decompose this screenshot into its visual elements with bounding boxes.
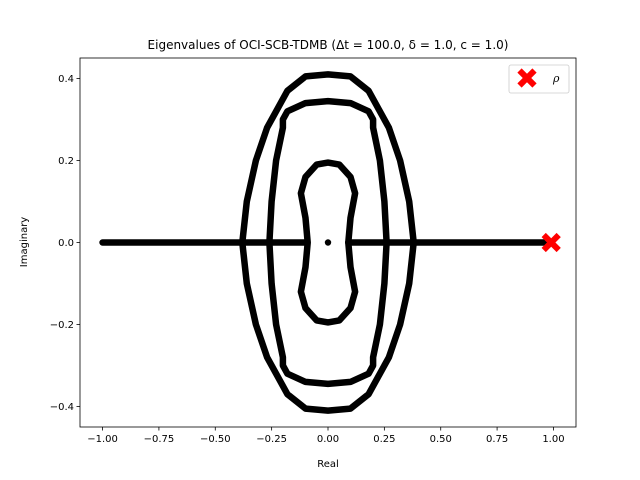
rho-marker — [541, 232, 561, 253]
rho-marker-stroke-b — [541, 232, 561, 253]
x-axis: −1.00 −0.75 −0.50 −0.25 0.00 0.25 0.50 0.75 1.00 — [87, 427, 565, 445]
y-axis: −0.4 −0.2 0.0 0.2 0.4 — [50, 74, 80, 413]
x-tick-label: 1.00 — [542, 434, 564, 445]
y-axis-label: Imaginary — [19, 217, 30, 268]
chart-title: Eigenvalues of OCI-SCB-TDMB (Δt = 100.0,… — [148, 38, 509, 52]
x-tick-label: −0.75 — [144, 434, 175, 445]
legend-rho-x — [517, 68, 537, 88]
data-layer — [99, 71, 561, 414]
x-tick-label: −0.50 — [200, 434, 231, 445]
eigenvalue-middle-curve — [266, 97, 390, 388]
x-tick-label: −1.00 — [87, 434, 118, 445]
x-tick-label: 0.50 — [430, 434, 452, 445]
eigenvalue-point — [324, 239, 332, 246]
eigenvalue-inner-curve — [297, 159, 359, 326]
y-tick-label: −0.2 — [50, 320, 74, 331]
eigenvalue-outer-curve — [239, 71, 417, 414]
x-tick-label: 0.25 — [373, 434, 395, 445]
legend-label-rho: ρ — [552, 72, 560, 85]
plot-area — [79, 57, 577, 428]
x-axis-label: Real — [317, 459, 339, 470]
x-tick-label: 0.00 — [317, 434, 339, 445]
legend-rho-x-stroke-b — [517, 68, 537, 88]
x-tick-label: −0.25 — [256, 434, 287, 445]
y-tick-label: 0.0 — [58, 238, 74, 249]
legend-marker-rho — [517, 68, 537, 88]
y-tick-label: −0.4 — [50, 402, 74, 413]
y-tick-label: 0.4 — [58, 74, 74, 85]
y-tick-label: 0.2 — [58, 156, 74, 167]
x-tick-label: 0.75 — [486, 434, 508, 445]
legend: ρ — [508, 64, 570, 94]
legend-frame — [508, 64, 570, 94]
